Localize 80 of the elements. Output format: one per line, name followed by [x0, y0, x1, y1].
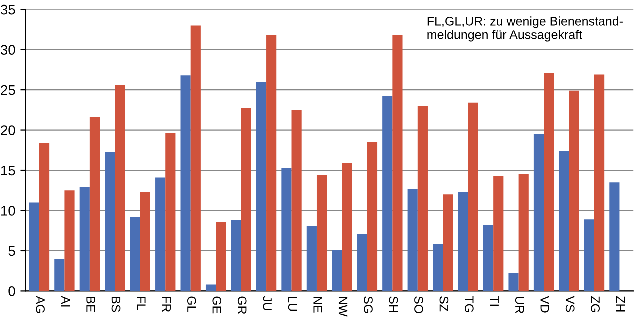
bar: [316, 175, 328, 292]
bar: [130, 217, 140, 292]
x-tick-label: VS: [566, 296, 575, 312]
bar: [508, 274, 519, 292]
y-tick-label: 20: [1, 126, 16, 136]
bar: [266, 35, 277, 292]
bar: [443, 194, 454, 292]
bar: [115, 85, 126, 292]
x-tick-label: VD: [540, 296, 550, 313]
x-tick-label: FL: [137, 297, 146, 310]
bar: [357, 234, 368, 292]
bar: [382, 96, 393, 292]
bar: [367, 142, 378, 292]
x-tick-label: UR: [515, 297, 524, 314]
bar: [241, 108, 252, 292]
bar: [206, 284, 216, 292]
bar: [342, 163, 352, 292]
bar: [569, 90, 580, 292]
x-tick-label: BS: [112, 297, 121, 312]
y-tick-label: 25: [1, 85, 16, 96]
bar: [418, 106, 428, 292]
bar: [54, 259, 65, 292]
bar: [534, 134, 544, 292]
x-tick-label: GR: [238, 296, 247, 314]
bar: [408, 189, 418, 292]
x-tick-label: GE: [212, 296, 222, 314]
bar: [518, 174, 529, 292]
bar: [29, 202, 40, 292]
bar: [594, 74, 605, 292]
x-tick-label: FR: [162, 297, 171, 312]
y-tick-label: 10: [1, 206, 16, 216]
bar: [156, 178, 166, 292]
bar: [105, 152, 116, 292]
x-tick-label: ZH: [616, 296, 626, 312]
bar: [282, 168, 292, 292]
x-tick-label: TI: [490, 296, 499, 306]
x-tick-label: GL: [187, 296, 196, 312]
bar: [392, 35, 403, 292]
bar: [190, 26, 201, 292]
bar: [180, 76, 191, 292]
bar: [166, 134, 176, 292]
x-tick-label: LU: [288, 297, 298, 312]
bar: [468, 102, 478, 292]
y-tick-label: 0: [8, 286, 16, 296]
bar: [483, 225, 494, 292]
x-tick-label: NW: [338, 297, 348, 317]
bar: [231, 220, 242, 292]
x-tick-label: SO: [414, 296, 424, 314]
y-tick-label: 5: [8, 246, 16, 256]
y-tick-label: 30: [0, 45, 16, 55]
x-tick-label: NE: [314, 297, 322, 313]
bar: [559, 151, 570, 292]
bar: [256, 82, 267, 292]
bar: [216, 222, 226, 292]
bar: [584, 220, 594, 292]
bar: [80, 187, 90, 292]
x-tick-label: AG: [36, 296, 45, 314]
bar: [544, 73, 554, 292]
bar: [458, 192, 468, 292]
bar: [332, 250, 342, 292]
x-tick-label: AI: [61, 296, 70, 307]
x-tick-label: SG: [364, 296, 373, 314]
x-tick-label: SZ: [440, 296, 449, 312]
x-tick-label: BE: [86, 297, 96, 312]
y-tick-label: 15: [1, 166, 16, 176]
bar: [64, 190, 75, 292]
bar: [610, 182, 620, 292]
y-tick-label: 35: [0, 4, 16, 15]
annotation: FL,GL,UR: zu wenige Bienenstand- meldungen für Aussagekraft: [428, 16, 623, 42]
x-tick-label: SH: [389, 296, 398, 312]
x-tick-label: JU: [263, 296, 272, 310]
x-tick-label: TG: [465, 296, 474, 312]
x-tick-label: ZG: [591, 296, 600, 312]
bar: [306, 226, 317, 292]
bar: [90, 117, 100, 292]
bar: [433, 244, 444, 292]
bar: [292, 110, 302, 292]
bar: [494, 176, 504, 292]
bar: [39, 143, 50, 292]
bar: [140, 192, 150, 292]
